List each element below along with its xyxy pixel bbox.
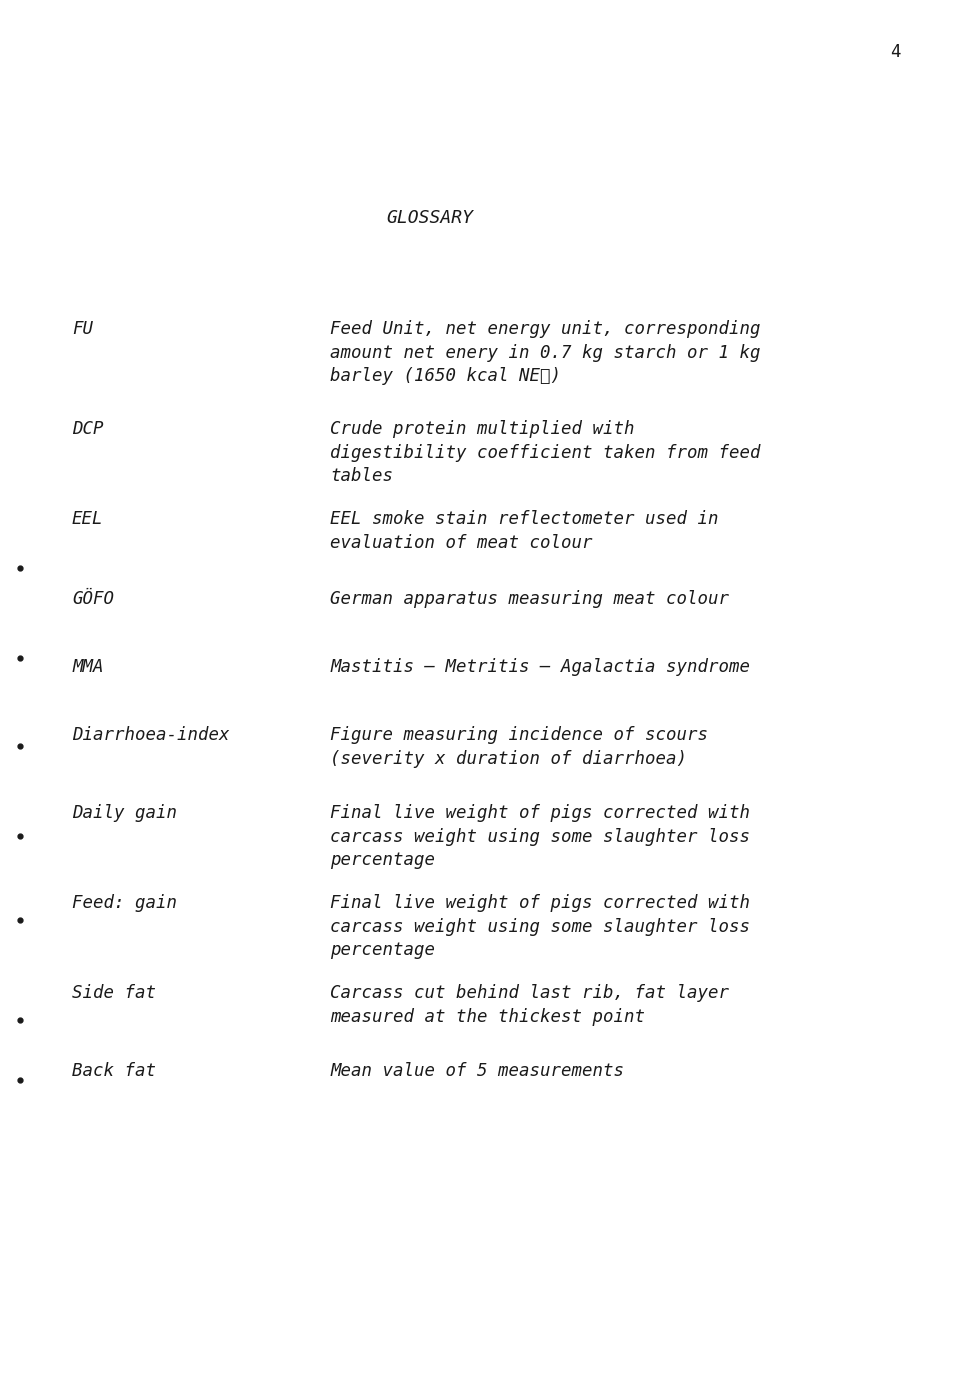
Text: Daily gain: Daily gain <box>72 804 177 822</box>
Text: Final live weight of pigs corrected with
carcass weight using some slaughter los: Final live weight of pigs corrected with… <box>330 804 750 869</box>
Text: Crude protein multiplied with
digestibility coefficient taken from feed
tables: Crude protein multiplied with digestibil… <box>330 420 760 485</box>
Text: GÖFO: GÖFO <box>72 590 114 608</box>
Text: DCP: DCP <box>72 420 104 438</box>
Text: Mastitis – Metritis – Agalactia syndrome: Mastitis – Metritis – Agalactia syndrome <box>330 658 750 676</box>
Text: EEL: EEL <box>72 510 104 528</box>
Text: Mean value of 5 measurements: Mean value of 5 measurements <box>330 1061 624 1079</box>
Text: German apparatus measuring meat colour: German apparatus measuring meat colour <box>330 590 729 608</box>
Text: Back fat: Back fat <box>72 1061 156 1079</box>
Text: Feed: gain: Feed: gain <box>72 894 177 912</box>
Text: Diarrhoea-index: Diarrhoea-index <box>72 726 229 744</box>
Text: Figure measuring incidence of scours
(severity x duration of diarrhoea): Figure measuring incidence of scours (se… <box>330 726 708 767</box>
Text: Carcass cut behind last rib, fat layer
measured at the thickest point: Carcass cut behind last rib, fat layer m… <box>330 984 729 1025</box>
Text: Side fat: Side fat <box>72 984 156 1002</box>
Text: Feed Unit, net energy unit, corresponding
amount net enery in 0.7 kg starch or 1: Feed Unit, net energy unit, correspondin… <box>330 321 760 386</box>
Text: Final live weight of pigs corrected with
carcass weight using some slaughter los: Final live weight of pigs corrected with… <box>330 894 750 959</box>
Text: GLOSSARY: GLOSSARY <box>387 209 473 227</box>
Text: 4: 4 <box>890 43 900 61</box>
Text: MMA: MMA <box>72 658 104 676</box>
Text: FU: FU <box>72 321 93 339</box>
Text: EEL smoke stain reflectometer used in
evaluation of meat colour: EEL smoke stain reflectometer used in ev… <box>330 510 718 551</box>
